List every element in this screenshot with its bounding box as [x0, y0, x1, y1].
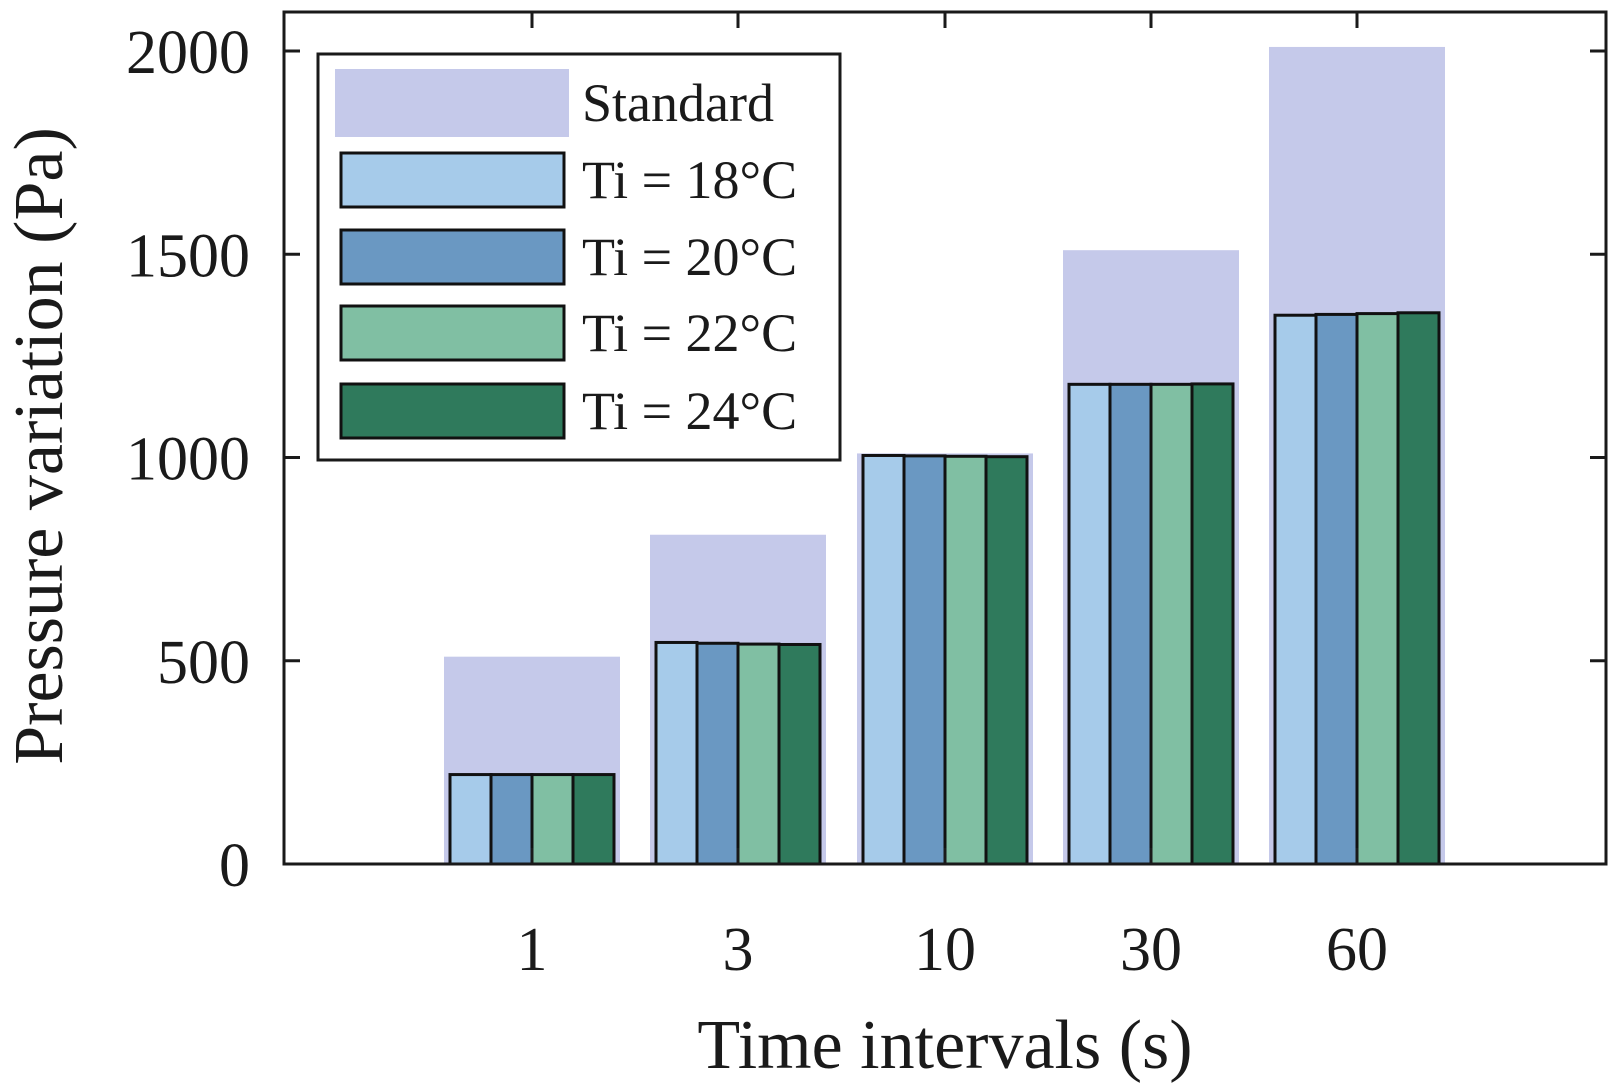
y-tick-label: 0 — [219, 832, 250, 900]
y-tick-label: 500 — [157, 629, 250, 697]
series-bar — [777, 642, 822, 866]
y-tick-label: 1000 — [126, 426, 250, 494]
legend-swatch — [335, 69, 569, 137]
x-tick-label: 10 — [914, 916, 976, 984]
legend-label: Ti = 24°C — [582, 381, 797, 441]
legend: Standard Ti = 18°C Ti = 20°C Ti = 22°C Ti = … — [316, 52, 842, 462]
series-bar — [1067, 382, 1112, 866]
legend-swatch — [339, 382, 566, 440]
series-bar — [1108, 382, 1153, 866]
series-bar — [1273, 313, 1318, 866]
series-bar — [861, 453, 906, 866]
y-axis-title: Pressure variation (Pa) — [1, 127, 78, 765]
x-tick-label: 3 — [723, 916, 754, 984]
series-bar — [1149, 382, 1194, 866]
series-bar — [695, 641, 740, 866]
series-bar — [571, 773, 616, 866]
y-ticks: 0 500 1000 1500 2000 — [126, 19, 1606, 900]
series-bar — [654, 640, 699, 866]
legend-label: Ti = 20°C — [582, 227, 797, 287]
legend-label: Ti = 18°C — [582, 150, 797, 210]
x-tick-label: 60 — [1326, 916, 1388, 984]
legend-label: Ti = 22°C — [582, 303, 797, 363]
y-tick-label: 1500 — [126, 222, 250, 290]
series-bar — [1396, 311, 1441, 866]
series-bar — [1355, 312, 1400, 866]
series-bar — [984, 455, 1029, 866]
series-bar — [448, 773, 493, 866]
x-tick-label: 1 — [517, 916, 548, 984]
legend-label: Standard — [582, 73, 774, 133]
series-bar — [1190, 382, 1235, 866]
series-bars — [448, 311, 1441, 866]
legend-swatch — [339, 151, 566, 209]
series-bar — [943, 454, 988, 866]
y-tick-label: 2000 — [126, 19, 250, 87]
series-bar — [736, 642, 781, 866]
x-axis-title: Time intervals (s) — [697, 1007, 1192, 1084]
series-bar — [489, 773, 534, 866]
legend-swatch — [339, 228, 566, 286]
x-tick-label: 30 — [1120, 916, 1182, 984]
legend-swatch — [339, 304, 566, 362]
series-bar — [902, 454, 947, 866]
x-ticks: 1 3 10 30 60 — [517, 12, 1388, 984]
series-bar — [1314, 312, 1359, 866]
series-bar — [530, 773, 575, 866]
